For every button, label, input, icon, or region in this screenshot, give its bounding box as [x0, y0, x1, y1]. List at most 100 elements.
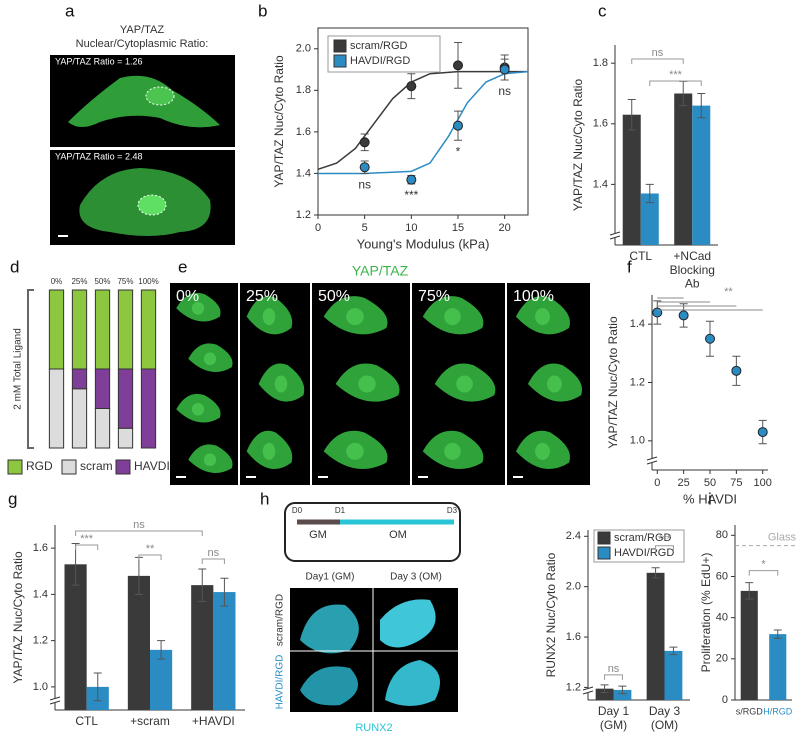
category-label: 0%	[51, 277, 63, 286]
ratio-label: YAP/TAZ Ratio = 2.48	[55, 151, 142, 161]
axis-break	[49, 696, 61, 705]
y-tick-label: 1.6	[593, 118, 608, 130]
timeline-day: D3	[447, 506, 458, 515]
bar-segment	[48, 368, 65, 449]
bar	[740, 590, 758, 700]
data-point	[453, 120, 463, 131]
annotation: ns	[208, 547, 220, 559]
y-tick-label: 2.0	[296, 43, 311, 55]
bar-segment	[71, 388, 88, 449]
nucleus	[535, 308, 550, 326]
panel-letter: i	[708, 489, 712, 508]
error-bar	[157, 640, 166, 660]
y-tick-label: 0	[722, 694, 728, 706]
legend-label: scram	[80, 459, 113, 473]
bar-segment	[94, 408, 111, 449]
significance-bracket	[75, 530, 203, 536]
nucleus	[274, 375, 288, 393]
y-axis-label: YAP/TAZ Nuc/Cyto Ratio	[606, 316, 620, 449]
data-point	[499, 64, 510, 75]
category-label: CTL	[75, 714, 98, 728]
legend-label: scram/RGD	[614, 532, 672, 544]
nucleus	[262, 442, 276, 460]
nucleus	[145, 86, 175, 106]
bar-segment	[71, 368, 88, 390]
significance-bracket	[201, 558, 225, 564]
panel-letter: g	[8, 489, 17, 508]
annotation: ns	[652, 47, 664, 59]
category-label: 50%	[94, 277, 110, 286]
bar-segment	[117, 427, 134, 449]
category-label: CTL	[629, 249, 652, 263]
panel-letter: f	[627, 257, 632, 276]
x-tick-label: 0	[315, 222, 321, 234]
ratio-label: YAP/TAZ Ratio = 1.26	[55, 56, 142, 66]
error-bar	[651, 567, 660, 579]
reference-label: Glass	[768, 531, 797, 543]
cell	[385, 660, 440, 706]
annotation: ***	[80, 533, 94, 545]
axis-break	[609, 231, 621, 240]
bar	[595, 688, 614, 700]
cell	[68, 75, 220, 128]
annotation: *	[761, 559, 766, 571]
scale-bar	[58, 235, 68, 237]
error-bar	[773, 629, 782, 639]
error-bar	[220, 577, 229, 607]
y-tick-label: 1.4	[296, 167, 311, 179]
bar-segment	[71, 289, 88, 370]
nucleus	[346, 308, 364, 326]
fit-curve	[317, 70, 528, 171]
category-label: Day 1 (GM)	[598, 704, 630, 732]
y-tick-label: 1.8	[593, 57, 608, 69]
annotation: ns	[133, 519, 145, 531]
legend-swatch	[61, 459, 77, 475]
data-point	[453, 60, 463, 71]
x-tick-label: 75	[730, 477, 742, 489]
panel-a: YAP/TAZ Nuclear/Cytoplasmic Ratio: YAP/T…	[50, 24, 235, 245]
bar-segment	[140, 289, 157, 370]
y-tick-label: 1.6	[566, 631, 581, 643]
error-bar	[745, 582, 754, 600]
y-tick-label: 1.2	[630, 376, 645, 388]
data-point	[731, 365, 742, 376]
column-label: Day 3 (OM)	[390, 572, 442, 583]
bar-segment	[140, 368, 157, 449]
bar-segment	[48, 289, 65, 370]
bar	[622, 114, 641, 246]
y-tick-label: 1.2	[33, 635, 48, 647]
data-point	[406, 174, 417, 185]
timeline-medium: OM	[389, 529, 407, 541]
bar-segment	[94, 368, 111, 409]
axis-break	[583, 688, 593, 693]
bar	[674, 93, 693, 245]
bracket	[27, 289, 34, 449]
error-bar	[697, 92, 706, 119]
nucleus	[444, 308, 461, 326]
column-label: 25%	[246, 288, 278, 305]
y-axis-label: YAP/TAZ Nuc/Cyto Ratio	[571, 79, 585, 212]
y-tick-label: 2.4	[566, 530, 581, 542]
nucleus	[346, 442, 364, 460]
bar-segment	[94, 289, 111, 370]
legend-label: HAVDI/RGD	[614, 547, 674, 559]
legend-label: HAVDI/RGD	[350, 55, 410, 67]
significance-bracket	[655, 545, 674, 551]
bar	[150, 649, 173, 710]
y-tick-label: 60	[716, 570, 728, 582]
legend-swatch	[115, 459, 131, 475]
legend-swatch	[7, 459, 23, 475]
significance-bracket	[748, 570, 779, 576]
row-label: HAVDI/RGD	[275, 655, 286, 710]
stain-label: YAP/TAZ	[352, 263, 409, 279]
axis-break	[50, 698, 60, 703]
nucleus	[137, 194, 167, 216]
nucleus	[456, 375, 473, 393]
data-point	[705, 333, 715, 344]
nucleus	[203, 352, 217, 366]
panel-letter: c	[598, 1, 607, 20]
column-label: 50%	[318, 288, 350, 305]
panel-e: YAP/TAZ 0% 25% 50% 75% 100%	[170, 263, 590, 485]
error-bar	[93, 672, 102, 702]
legend-swatch	[597, 531, 611, 545]
